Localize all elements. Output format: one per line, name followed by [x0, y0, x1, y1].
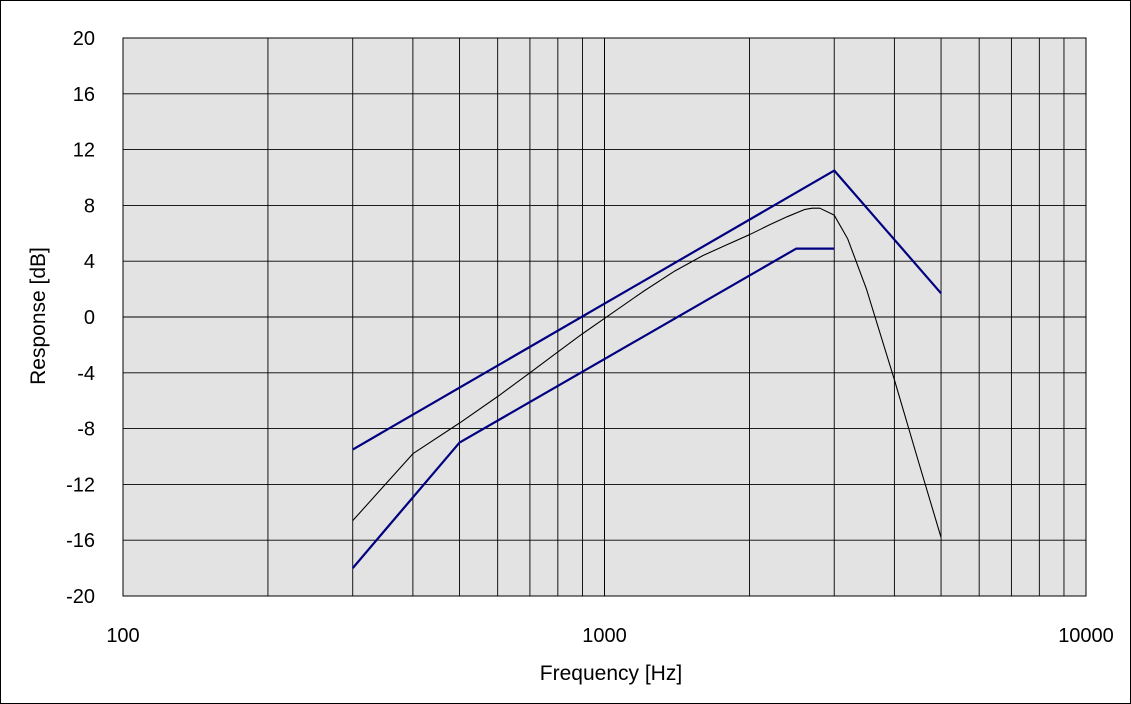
- x-tick-label: 1000: [582, 625, 627, 647]
- y-tick-label: -8: [77, 419, 95, 441]
- y-tick-label: 8: [84, 195, 95, 217]
- y-tick-label: 12: [73, 140, 95, 162]
- response-curve: [352, 207, 942, 538]
- y-tick-label: 20: [73, 28, 95, 50]
- x-tick-label: 10000: [1058, 625, 1114, 647]
- y-tick-label: -12: [66, 474, 95, 496]
- x-axis-label: Frequency [Hz]: [540, 662, 682, 685]
- y-tick-label: -16: [66, 530, 95, 552]
- limit-line-2: [351, 247, 835, 569]
- x-tick-label: 100: [106, 625, 139, 647]
- y-tick-label: -4: [77, 363, 95, 385]
- y-tick-label: 0: [84, 307, 95, 329]
- y-tick-label: 16: [73, 84, 95, 106]
- y-axis-label: Response [dB]: [27, 247, 50, 385]
- limit-line-1: [352, 169, 942, 451]
- y-tick-label: -20: [66, 586, 95, 608]
- y-tick-label: 4: [84, 251, 95, 273]
